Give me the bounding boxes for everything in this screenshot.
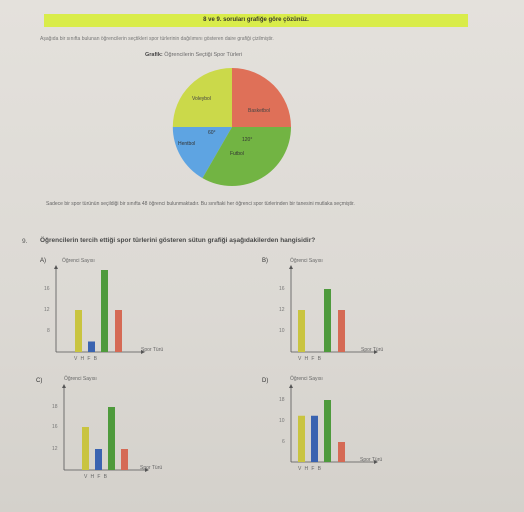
option-d-tick-18: 18: [279, 397, 285, 403]
option-a-bar-h: [88, 341, 95, 352]
pie-label-basketbol: Basketbol: [248, 108, 270, 114]
option-b-label[interactable]: B): [262, 258, 268, 264]
pie-angle-60: 60°: [208, 130, 216, 136]
option-d-x-arrow: [374, 460, 378, 464]
option-d-bar-h: [311, 415, 318, 462]
option-d-bar-f: [324, 400, 331, 462]
instruction-banner: 8 ve 9. soruları grafiğe göre çözünüz.: [44, 14, 468, 27]
option-c-tick-18: 18: [52, 404, 58, 410]
option-c-tick-12: 12: [52, 446, 58, 452]
pie-label-futbol: Futbol: [230, 151, 244, 157]
option-b-bar-b: [338, 310, 345, 352]
grafik-label: Grafik:: [145, 52, 163, 58]
option-a-y-arrow: [54, 265, 58, 269]
option-c-categories: VHFB: [84, 474, 111, 480]
option-c-ylabel: Öğrenci Sayısı: [64, 376, 97, 382]
pie-group: Voleybol Basketbol Hentbol Futbol 60° 12…: [172, 67, 291, 187]
option-b-tick-12: 12: [279, 307, 285, 313]
option-c-bar-f: [108, 407, 115, 470]
option-a-bar-b: [115, 310, 122, 352]
option-c-tick-16: 16: [52, 424, 58, 430]
option-a-tick-16: 16: [44, 286, 50, 292]
option-b-tick-16: 16: [279, 286, 285, 292]
option-b-bar-v: [298, 310, 305, 352]
option-a-xlabel: Spor Türü: [141, 347, 164, 353]
pie-slice-voleybol: [172, 67, 232, 127]
pie-slice-basketbol: [232, 68, 291, 127]
problem-note: Sadece bir spor türünün seçildiği bir sı…: [46, 201, 355, 207]
option-b-y-arrow: [289, 265, 293, 269]
question-text: Öğrencilerin tercih ettiği spor türlerin…: [40, 237, 316, 244]
option-c-xlabel: Spor Türü: [140, 465, 163, 471]
option-c-label[interactable]: C): [36, 378, 43, 384]
option-d-ylabel: Öğrenci Sayısı: [290, 376, 323, 382]
pie-angle-120: 120°: [242, 137, 252, 143]
grafik-title: Öğrencilerin Seçtiği Spor Türleri: [164, 52, 243, 58]
pie-label-hentbol: Hentbol: [178, 141, 195, 147]
option-a-tick-8: 8: [47, 328, 50, 334]
banner-text: 8 ve 9. soruları grafiğe göre çözünüz.: [203, 17, 309, 23]
option-d-tick-10: 10: [279, 418, 285, 424]
option-d-tick-6: 6: [282, 439, 285, 445]
option-b-bar-f: [324, 289, 331, 352]
option-d-label[interactable]: D): [262, 378, 269, 384]
option-b-ylabel: Öğrenci Sayısı: [290, 258, 323, 264]
option-c-bar-b: [121, 449, 128, 470]
option-a-bar-v: [75, 310, 82, 352]
option-d-bar-b: [338, 442, 345, 462]
bar-charts: [54, 265, 378, 472]
option-a-ylabel: Öğrenci Sayısı: [62, 258, 95, 264]
pie-label-voleybol: Voleybol: [192, 96, 211, 102]
option-c-x-arrow: [145, 468, 149, 472]
option-b-categories: VHFB: [298, 356, 325, 362]
pie-slice-futbol: [202, 127, 291, 187]
option-d-categories: VHFB: [298, 466, 325, 472]
option-b-xlabel: Spor Türü: [361, 347, 384, 353]
pie-slice-hentbol: [172, 127, 232, 179]
option-b-tick-10: 10: [279, 328, 285, 334]
option-c-bar-h: [95, 449, 102, 470]
pie-chart-title: Grafik: Öğrencilerin Seçtiği Spor Türler…: [145, 52, 242, 58]
intro-text: Aşağıda bir sınıfta bulunan öğrencilerin…: [40, 36, 274, 42]
option-d-xlabel: Spor Türü: [360, 457, 383, 463]
option-a-bar-f: [101, 270, 108, 352]
option-c-bar-v: [82, 427, 89, 470]
option-c-y-arrow: [62, 384, 66, 388]
option-a-tick-12: 12: [44, 307, 50, 313]
option-b-x-arrow: [374, 350, 378, 354]
option-d-bar-v: [298, 415, 305, 462]
question-number: 9.: [22, 238, 28, 245]
option-a-x-arrow: [141, 350, 145, 354]
option-a-label[interactable]: A): [40, 258, 46, 264]
option-d-y-arrow: [289, 384, 293, 388]
option-a-categories: VHFB: [74, 356, 101, 362]
